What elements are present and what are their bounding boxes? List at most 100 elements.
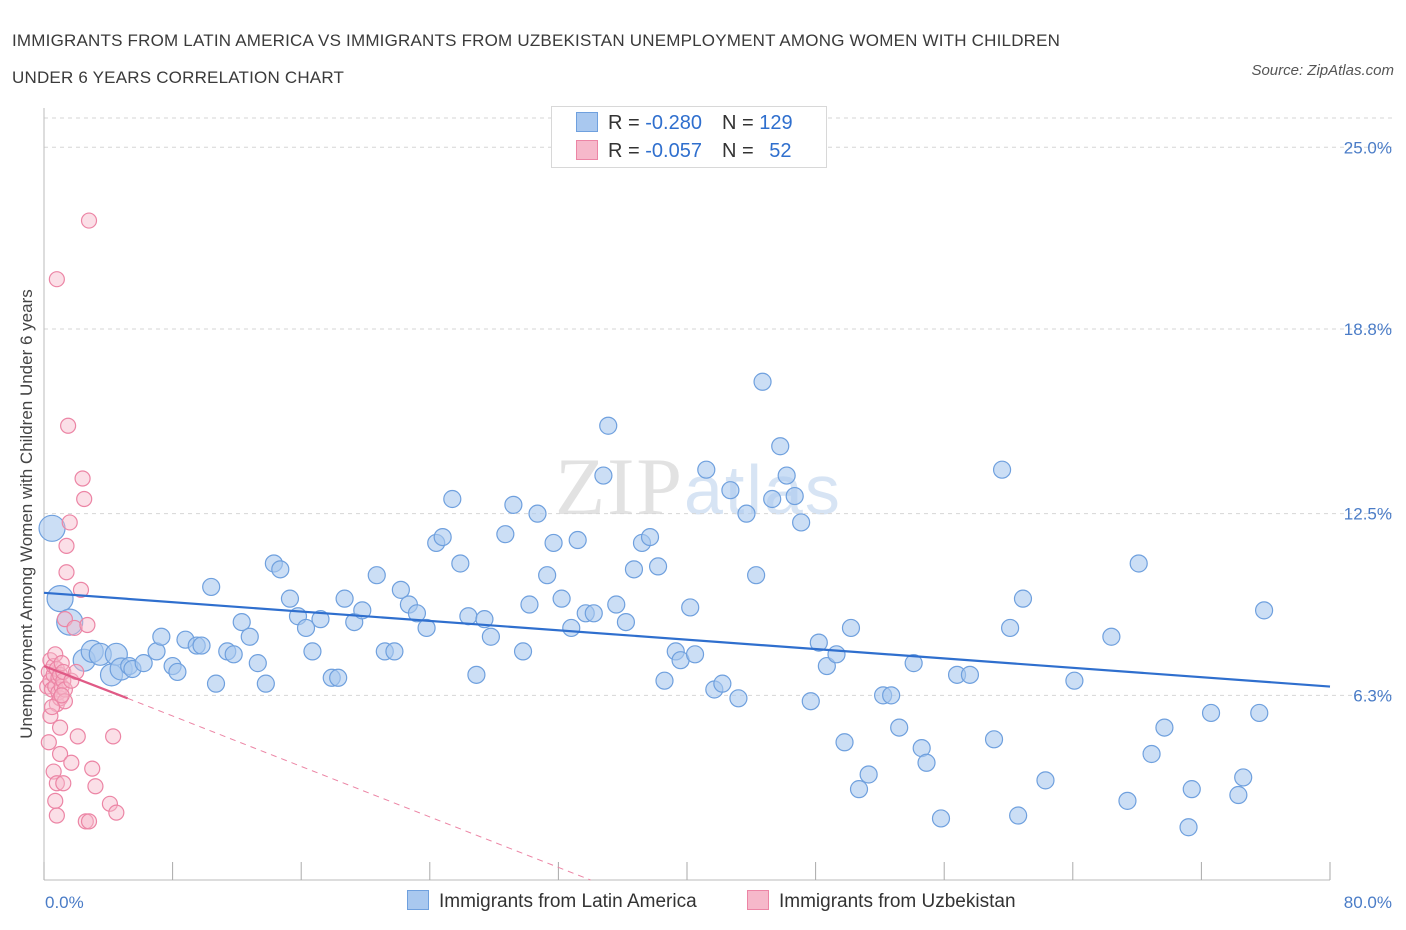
uzbekistan-point	[66, 619, 83, 637]
uzbekistan-point	[61, 514, 78, 531]
latin-america-point	[451, 554, 470, 573]
latin-america-point	[792, 513, 811, 532]
latin-america-point	[202, 577, 221, 597]
x-tick-label: 0.0%	[45, 893, 84, 912]
latin-america-point	[931, 809, 951, 828]
bottom-legend-label: Immigrants from Uzbekistan	[779, 891, 1016, 912]
latin-america-point	[528, 504, 547, 523]
watermark-zip: ZIP	[555, 441, 684, 532]
watermark: ZIPatlas	[555, 440, 842, 534]
bottom-legend-latin-america: Immigrants from Latin America	[407, 890, 697, 913]
latin-america-point	[256, 674, 275, 693]
latin-america-point	[562, 618, 581, 638]
latin-america-point	[729, 689, 748, 708]
legend-n-label: N =	[721, 112, 760, 134]
latin-america-point	[584, 604, 603, 623]
latin-america-point	[640, 527, 660, 547]
legend-row-uzbekistan: R = -0.057 N = 52	[576, 140, 791, 163]
latin-america-point	[1129, 554, 1148, 573]
latin-america-point	[206, 674, 226, 693]
latin-america-point	[648, 557, 668, 576]
latin-america-point	[152, 627, 171, 646]
latin-america-point	[801, 692, 820, 711]
latin-america-point	[785, 486, 804, 506]
legend-n-value: 52	[769, 140, 792, 162]
latin-america-point	[1234, 768, 1253, 787]
latin-america-point	[1102, 627, 1121, 646]
uzbekistan-point	[51, 745, 69, 763]
latin-america-point	[544, 533, 563, 553]
latin-america-point	[407, 604, 427, 623]
uzbekistan-point	[79, 616, 96, 634]
legend-r-label: R =	[608, 140, 646, 162]
latin-america-point	[835, 733, 854, 752]
y-tick-label: 12.5%	[1344, 505, 1392, 524]
latin-america-point	[280, 589, 300, 608]
uzbekistan-point	[63, 754, 80, 771]
latin-america-point	[296, 618, 316, 638]
uzbekistan-point	[48, 807, 65, 824]
uzbekistan-point	[43, 698, 61, 716]
latin-america-point	[367, 566, 386, 585]
latin-america-point	[960, 665, 980, 684]
latin-america-point	[984, 730, 1004, 749]
latin-america-point	[817, 656, 836, 676]
latin-america-point	[1001, 618, 1020, 638]
latin-america-point	[385, 642, 404, 661]
latin-america-point	[1155, 718, 1174, 737]
latin-america-point	[335, 589, 354, 608]
latin-america-point	[1179, 818, 1198, 837]
uzbekistan-point	[84, 760, 101, 777]
latin-america-point	[1250, 703, 1269, 723]
legend-row-latin-america: R = -0.280 N = 129	[576, 112, 793, 135]
latin-america-point	[859, 765, 878, 784]
latin-america-point	[538, 566, 557, 585]
latin-america-point	[329, 668, 348, 687]
latin-america-point	[433, 527, 452, 547]
latin-america-point	[1118, 791, 1137, 810]
uzbekistan-point	[105, 728, 122, 745]
uzbekistan-point	[74, 470, 91, 487]
latin-america-point	[303, 642, 322, 661]
latin-america-point	[655, 671, 674, 690]
legend-swatch-pink	[576, 140, 598, 160]
bottom-legend-swatch-blue	[407, 890, 429, 910]
uzbekistan-trendline-extension	[127, 697, 591, 881]
latin-america-point	[607, 595, 626, 614]
latin-america-trendline	[43, 591, 1331, 688]
latin-america-point	[46, 585, 74, 613]
latin-america-point	[713, 674, 732, 693]
latin-america-point	[721, 481, 740, 500]
latin-america-point	[599, 416, 618, 435]
latin-america-point	[1036, 771, 1055, 790]
latin-america-point	[1201, 703, 1221, 723]
latin-america-point	[681, 598, 700, 617]
latin-america-point	[827, 645, 846, 664]
y-tick-label: 25.0%	[1344, 138, 1392, 157]
y-tick-label: 18.8%	[1344, 320, 1392, 339]
latin-america-point	[232, 612, 251, 632]
uzbekistan-point	[60, 417, 77, 434]
latin-america-point	[417, 618, 436, 638]
uzbekistan-point	[72, 581, 90, 598]
uzbekistan-point	[53, 687, 70, 704]
latin-america-point	[594, 466, 613, 485]
latin-america-point	[1065, 671, 1084, 690]
uzbekistan-point	[76, 490, 93, 508]
latin-america-point	[777, 466, 796, 485]
stats-legend: R = -0.280 N = 129 R = -0.057 N = 52	[551, 106, 827, 168]
latin-america-point	[568, 530, 587, 550]
uzbekistan-point	[87, 778, 104, 795]
latin-america-point	[904, 654, 923, 673]
uzbekistan-point	[58, 564, 75, 581]
latin-america-point	[882, 686, 901, 705]
latin-america-point	[737, 504, 756, 523]
latin-america-point	[248, 654, 267, 673]
y-axis-title: Unemployment Among Women with Children U…	[17, 289, 36, 738]
uzbekistan-point	[80, 212, 98, 229]
latin-america-point	[747, 566, 766, 585]
latin-america-point	[771, 437, 790, 456]
uzbekistan-point	[58, 537, 75, 554]
latin-america-point	[552, 589, 571, 608]
